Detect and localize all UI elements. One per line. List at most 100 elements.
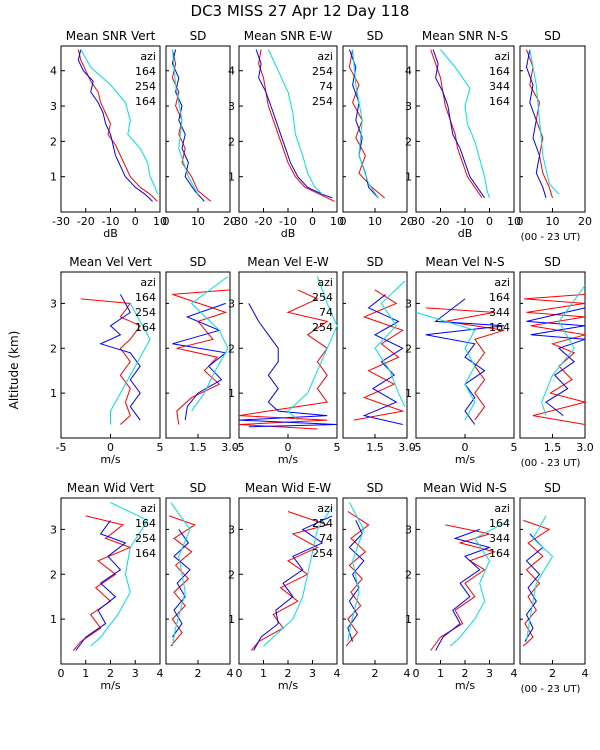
panel-3-2-azi-header: azi	[317, 502, 333, 515]
panel-3-1-sd-xtick-label: 4	[227, 667, 234, 680]
panel-3-1-sd-series-cyan	[170, 502, 191, 647]
panel-3-1-xtick-label: 3	[132, 667, 139, 680]
panel-2-3-ytick-label: 3	[405, 297, 412, 310]
panel-1-3-azi-red: 164	[489, 65, 510, 78]
panel-2-2-azi-red: 254	[312, 291, 333, 304]
panel-3-3-main-series-red	[430, 524, 497, 651]
panel-2-2-main-series-red	[238, 289, 329, 430]
panel-2-1-azi-red: 164	[135, 291, 156, 304]
panel-3-2-xlabel: m/s	[278, 679, 298, 692]
panel-1-2-main-series-red	[258, 49, 335, 202]
panel-1-2-main-series-cyan	[267, 49, 323, 195]
panel-2-1-sd-frame	[165, 271, 231, 439]
panel-2-1-ytick-label: 3	[50, 297, 57, 310]
panel-1-2-xtick-label: -30	[230, 215, 248, 228]
panel-1-3-main-series-red	[430, 49, 483, 199]
panel-3-2-ytick-label: 3	[228, 523, 235, 536]
panel-3-1-sd-xtick-label: 2	[195, 667, 202, 680]
panel-2-2-sd-xtick-label: 3.0	[398, 441, 416, 454]
panel-2-1-sd-title: SD	[190, 255, 207, 269]
panel-1-3-sd-series-blue	[525, 49, 547, 199]
panel-2-2-xtick-label: -5	[234, 441, 245, 454]
panel-row2-col2: Mean Vel E-W 1 2 3 -5 0 5 m/s azi 254 74 254 SD 1.5 3.…	[228, 255, 416, 466]
panel-1-1-sd-xtick-label: 10	[191, 215, 205, 228]
panel-3-3-main-series-blue	[435, 528, 492, 651]
panel-1-2-sd-series-blue	[348, 49, 379, 199]
panel-1-1-ytick-label: 4	[50, 65, 57, 78]
panel-3-3-xtick-label: 2	[462, 667, 469, 680]
panel-1-3-sd-xtick-label: 0	[517, 215, 524, 228]
panel-row2-col3: Mean Vel N-S 1 2 3 -5 0 5 m/s azi 164 344 164 SD 1.5 3…	[405, 255, 594, 469]
panel-1-2-sd-series-cyan	[352, 49, 379, 199]
panel-2-2-ytick-label: 2	[228, 342, 235, 355]
panel-3-3-ytick-label: 1	[405, 613, 412, 626]
panel-2-1-main-series-cyan	[110, 303, 151, 425]
panel-1-3-xtick-label: 0	[486, 215, 493, 228]
panel-1-1-sd-series-cyan	[171, 49, 199, 195]
panel-3-2-sd-series-cyan	[347, 502, 365, 642]
panel-3-3-xtick-label: 1	[437, 667, 444, 680]
panel-2-3-sd-series-red	[524, 293, 587, 425]
panel-2-3-sd-series-blue	[526, 307, 586, 416]
panel-3-1-sd-series-blue	[171, 529, 191, 638]
panel-2-1-xtick-label: -5	[56, 441, 67, 454]
panel-1-3-time-note: (00 - 23 UT)	[521, 232, 581, 243]
panel-1-2-azi-blue: 74	[319, 80, 333, 93]
panel-row2-col1: Mean Vel Vert 1 2 3 -5 0 5 m/s azi 164 254 164 SD 1.5…	[50, 255, 239, 466]
panel-3-3-azi-header: azi	[494, 502, 510, 515]
panel-1-2-ytick-label: 4	[228, 65, 235, 78]
panel-3-3-sd-xtick-label: 4	[582, 667, 589, 680]
panel-1-2-sd-xtick-label: 10	[368, 215, 382, 228]
panel-2-2-main-series-cyan	[287, 276, 338, 421]
panel-2-1-sd-xtick-label: 3.0	[221, 441, 239, 454]
panel-2-2-sd-series-cyan	[374, 280, 406, 407]
panel-2-3-main-series-cyan	[415, 311, 476, 421]
panel-2-1-xtick-label: 5	[157, 441, 164, 454]
panel-3-2-sd-xtick-label: 4	[404, 667, 411, 680]
panel-3-2-ytick-label: 2	[228, 568, 235, 581]
panel-3-1-sd-series-red	[169, 515, 196, 647]
panel-2-3-title: Mean Vel N-S	[425, 255, 504, 269]
panel-1-1-azi-cyan: 164	[135, 95, 156, 108]
panel-3-1-azi-red: 164	[135, 517, 156, 530]
panel-3-2-azi-cyan: 254	[312, 547, 333, 560]
panel-1-1-sd-series-red	[171, 49, 212, 202]
panel-2-2-azi-header: azi	[317, 276, 333, 289]
panel-1-3-xtick-label: -10	[456, 215, 474, 228]
panel-1-3-ytick-label: 1	[405, 171, 412, 184]
panel-2-2-azi-cyan: 254	[312, 321, 333, 334]
panel-2-1-azi-cyan: 164	[135, 321, 156, 334]
panel-1-2-azi-red: 254	[312, 65, 333, 78]
panel-1-1-sd-xtick-label: 20	[223, 215, 237, 228]
panel-1-1-sd-title: SD	[190, 29, 207, 43]
panel-1-3-azi-blue: 344	[489, 80, 510, 93]
panel-2-2-xtick-label: 5	[334, 441, 341, 454]
panel-1-2-xtick-label: -20	[255, 215, 273, 228]
panel-1-2-azi-header: azi	[317, 50, 333, 63]
panel-1-1-xtick-label: -20	[77, 215, 95, 228]
panel-3-2-xtick-label: 3	[309, 667, 316, 680]
panel-1-3-sd-series-red	[526, 49, 553, 199]
panel-2-2-sd-series-blue	[362, 294, 404, 425]
panel-3-3-ytick-label: 2	[405, 568, 412, 581]
panel-1-3-sd-series-cyan	[529, 49, 560, 195]
panel-3-3-xtick-label: 3	[486, 667, 493, 680]
panel-row3-col1: Mean Wid Vert 1 2 3 0 1 2 3 4 m/s azi 164 254 164 SD 2 4	[50, 481, 234, 692]
panel-2-3-xtick-label: 0	[462, 441, 469, 454]
panel-3-2-azi-red: 254	[312, 517, 333, 530]
panel-2-1-main-series-blue	[99, 294, 141, 421]
panel-2-1-sd-series-cyan	[190, 276, 229, 412]
panel-3-3-ytick-label: 3	[405, 523, 412, 536]
panel-1-2-title: Mean SNR E-W	[244, 29, 333, 43]
panel-3-1-xtick-label: 1	[82, 667, 89, 680]
panel-1-3-azi-header: azi	[494, 50, 510, 63]
panel-3-3-sd-series-red	[522, 519, 551, 647]
panel-3-3-xtick-label: 4	[511, 667, 518, 680]
panel-2-3-azi-blue: 344	[489, 306, 510, 319]
panel-2-2-sd-frame	[342, 271, 408, 439]
figure-title: DC3 MISS 27 Apr 12 Day 118	[191, 2, 410, 20]
panel-2-2-xtick-label: 0	[285, 441, 292, 454]
panel-3-1-xlabel: m/s	[100, 679, 120, 692]
panel-2-3-sd-series-cyan	[541, 285, 586, 416]
